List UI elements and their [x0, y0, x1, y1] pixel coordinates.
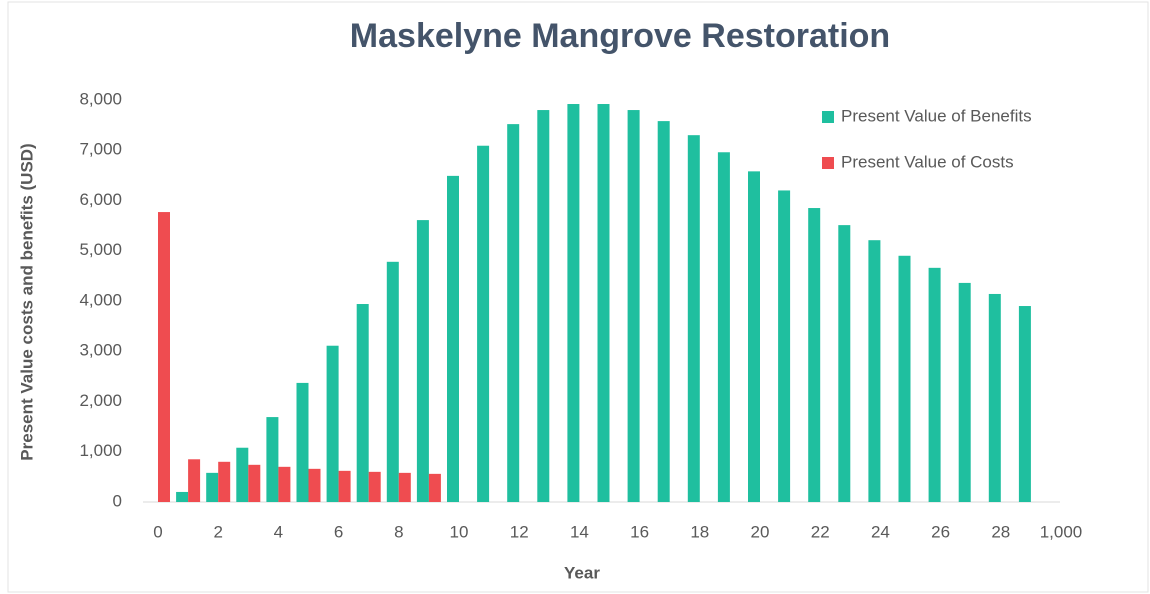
x-tick-label: 16 — [630, 522, 649, 541]
bar — [567, 104, 580, 503]
x-tick-label: 20 — [751, 522, 770, 541]
bar — [868, 240, 881, 502]
legend-label: Present Value of Costs — [841, 152, 1014, 171]
x-tick-label: 2 — [213, 522, 222, 541]
bar — [188, 459, 201, 502]
bar — [338, 470, 351, 502]
bar — [507, 124, 520, 503]
y-tick-label: 0 — [113, 491, 122, 510]
y-tick-label: 6,000 — [79, 190, 122, 209]
bar — [386, 261, 399, 502]
legend-swatch — [822, 111, 834, 123]
bar — [748, 171, 760, 503]
x-tick-label: 28 — [991, 522, 1010, 541]
bar — [206, 472, 219, 502]
bar — [356, 304, 369, 502]
bar — [218, 461, 231, 502]
legend-label: Present Value of Benefits — [841, 106, 1032, 125]
bar — [477, 145, 490, 503]
bar — [308, 468, 321, 502]
bar — [597, 104, 610, 503]
bar — [928, 267, 941, 502]
bar — [627, 110, 640, 503]
y-tick-label: 4,000 — [79, 290, 122, 309]
bar — [428, 473, 441, 502]
bar — [778, 190, 791, 502]
bar — [416, 220, 429, 502]
bar — [266, 417, 279, 502]
bar — [176, 491, 189, 502]
y-tick-label: 8,000 — [79, 89, 122, 108]
x-tick-label: 26 — [931, 522, 950, 541]
y-tick-label: 7,000 — [79, 140, 122, 159]
bar — [988, 293, 1001, 502]
y-tick-label: 5,000 — [79, 240, 122, 259]
bar — [296, 382, 309, 502]
x-tick-label: 6 — [334, 522, 343, 541]
y-tick-label: 2,000 — [79, 391, 122, 410]
x-tick-label: 12 — [510, 522, 529, 541]
chart-border — [7, 1, 1149, 593]
bar — [278, 466, 291, 502]
legend-swatch — [822, 157, 834, 169]
bar — [158, 212, 170, 502]
x-tick-label: 24 — [871, 522, 890, 541]
x-tick-label: 22 — [811, 522, 830, 541]
x-tick-label: 10 — [450, 522, 469, 541]
bar — [687, 135, 700, 503]
bar — [838, 225, 851, 502]
bar — [717, 152, 730, 502]
x-tick-label: 4 — [274, 522, 283, 541]
y-axis-title: Present Value costs and benefits (USD) — [17, 143, 36, 460]
bar — [236, 447, 249, 502]
bar — [368, 471, 381, 502]
x-tick-label: 0 — [153, 522, 162, 541]
x-axis-title: Year — [564, 563, 600, 582]
bar — [657, 121, 670, 502]
bar — [958, 282, 971, 502]
x-tick-label: 8 — [394, 522, 403, 541]
bar — [537, 110, 550, 503]
y-tick-label: 3,000 — [79, 341, 122, 360]
bar — [808, 208, 821, 502]
y-tick-label: 1,000 — [79, 441, 122, 460]
bar — [898, 255, 911, 502]
bar — [1018, 306, 1031, 502]
x-tick-label: 14 — [570, 522, 589, 541]
bar — [447, 175, 459, 502]
bar — [248, 464, 261, 502]
bar — [398, 472, 411, 502]
x-tick-label: 18 — [690, 522, 709, 541]
bar — [326, 345, 339, 502]
x-tick-label: 1,000 — [1040, 522, 1083, 541]
chart-title: Maskelyne Mangrove Restoration — [350, 17, 890, 55]
